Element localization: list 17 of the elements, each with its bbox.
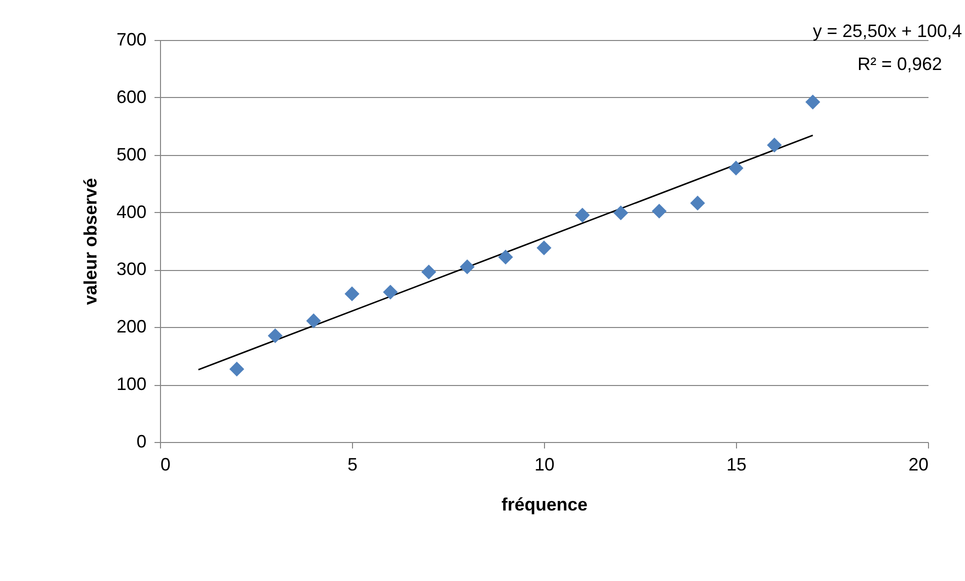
y-tick-label: 300 [116,259,146,280]
x-tick-label: 5 [347,454,358,474]
annotation: y = 25,50x + 100,4 [812,21,962,41]
y-tick-label: 0 [136,432,146,452]
annotation: R² = 0,962 [857,54,942,74]
x-tick-label: 10 [534,454,555,474]
x-axis-title: fréquence [501,494,588,514]
y-axis-title: valeur observé [80,178,100,306]
y-tick-label: 400 [116,202,146,222]
y-tick-label: 500 [116,144,146,164]
x-tick-label: 0 [160,454,171,474]
y-tick-label: 700 [116,30,146,50]
x-tick-label: 20 [908,454,928,474]
y-tick-label: 100 [116,374,146,394]
x-tick-label: 15 [726,454,747,474]
y-tick-label: 200 [116,316,146,337]
y-tick-label: 600 [116,86,146,107]
